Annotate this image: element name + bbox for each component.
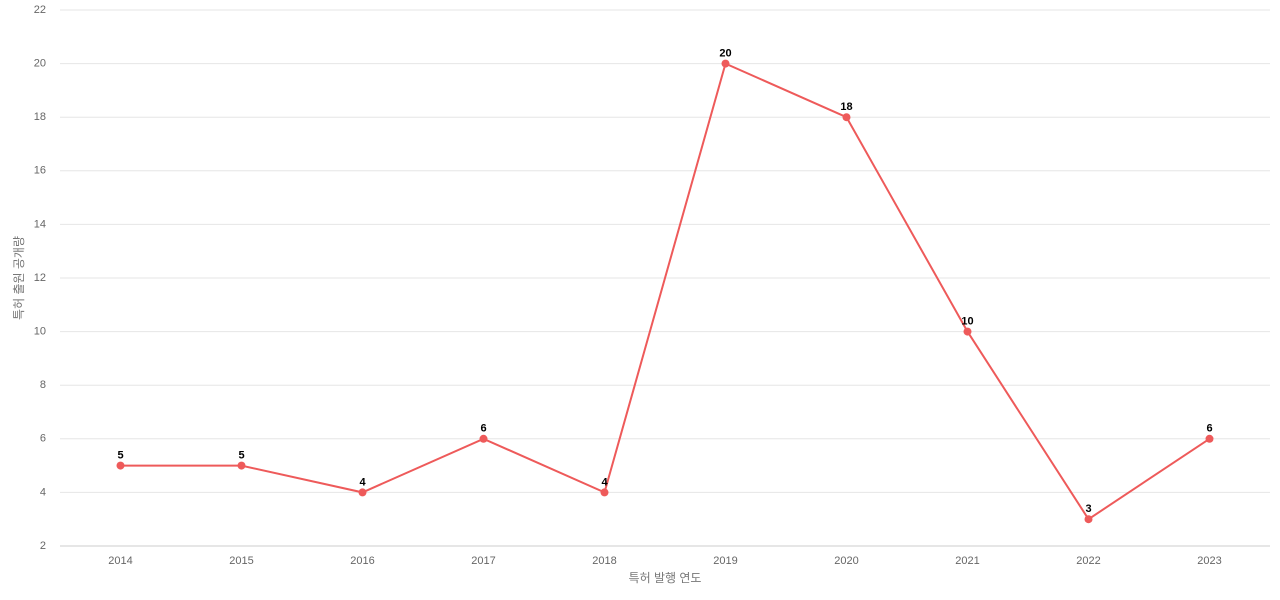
y-tick-label: 16	[34, 165, 46, 177]
y-tick-label: 12	[34, 272, 46, 284]
point	[1084, 515, 1093, 524]
value-label: 20	[719, 48, 731, 60]
point	[479, 434, 488, 443]
line	[120, 62, 1211, 521]
value-label: 18	[840, 101, 852, 113]
point	[963, 327, 972, 336]
x-tick-label: 2022	[1076, 555, 1100, 567]
y-tick-label: 6	[40, 433, 46, 445]
value-label: 6	[480, 423, 486, 435]
x-tick-label: 2023	[1197, 555, 1221, 567]
x-axis-label: 특허 발행 연도	[629, 570, 702, 585]
value-label: 6	[1206, 423, 1212, 435]
value-label: 10	[961, 316, 973, 328]
point	[721, 59, 730, 68]
y-tick-label: 14	[34, 218, 46, 230]
value-label: 4	[601, 476, 608, 488]
point	[116, 461, 125, 470]
y-tick-label: 2	[40, 540, 46, 552]
x-tick-label: 2015	[229, 555, 253, 567]
y-tick-label: 8	[40, 379, 46, 391]
x-tick-label: 2017	[471, 555, 495, 567]
point	[600, 488, 609, 497]
value-label: 3	[1085, 503, 1091, 515]
x-tick-label: 2021	[955, 555, 979, 567]
x-tick-label: 2014	[108, 555, 132, 567]
value-label: 5	[238, 450, 244, 462]
y-tick-label: 22	[34, 4, 46, 16]
x-tick-label: 2020	[834, 555, 858, 567]
point	[1205, 434, 1214, 443]
value-label: 5	[117, 450, 123, 462]
y-axis-label: 특허 출원 공개량	[12, 236, 26, 320]
point	[358, 488, 367, 497]
x-tick-label: 2016	[350, 555, 374, 567]
y-tick-label: 4	[40, 486, 46, 498]
value-label: 4	[359, 476, 366, 488]
point	[237, 461, 246, 470]
y-tick-label: 20	[34, 58, 46, 70]
x-tick-label: 2018	[592, 555, 616, 567]
y-tick-label: 10	[34, 326, 46, 338]
y-tick-label: 18	[34, 111, 46, 123]
point	[842, 113, 851, 122]
x-tick-label: 2019	[713, 555, 737, 567]
